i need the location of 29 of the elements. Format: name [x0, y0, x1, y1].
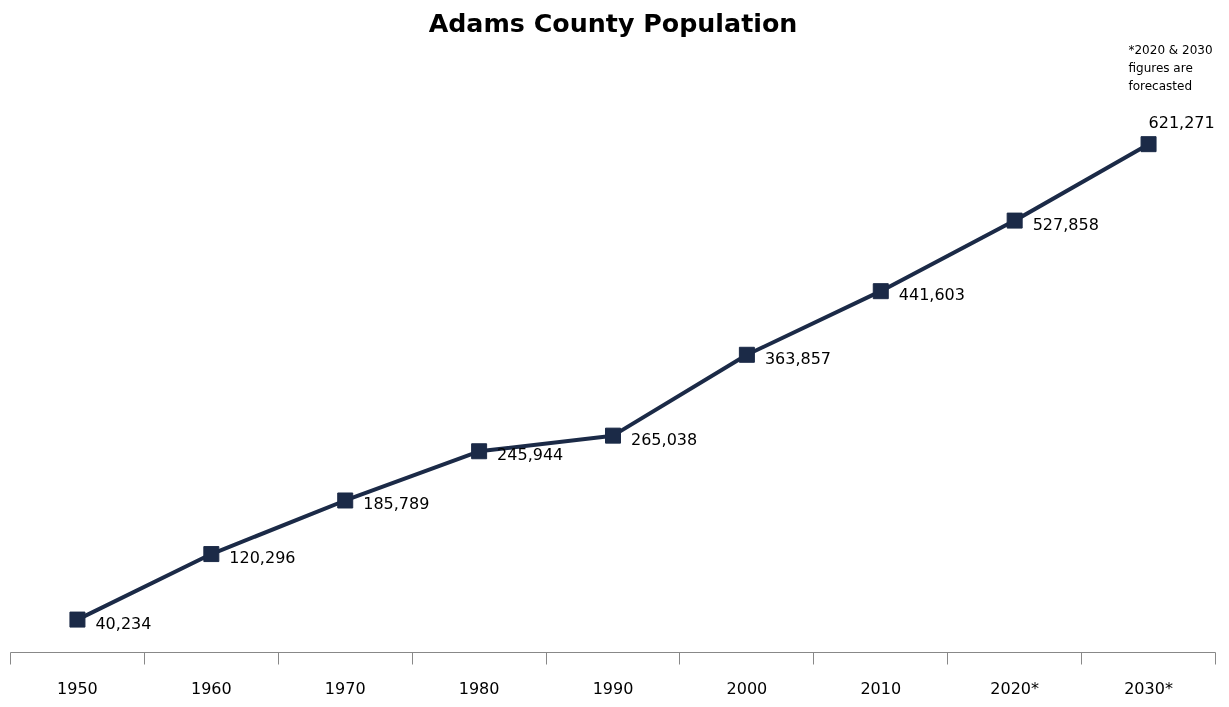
data-label: 185,789: [363, 494, 430, 514]
point: [1140, 136, 1157, 153]
x-tick-label: 1960: [190, 678, 232, 698]
point: [872, 283, 889, 300]
data-label: 363,857: [764, 348, 832, 368]
point: [471, 443, 488, 460]
data-label: 527,858: [1032, 214, 1099, 234]
x-tick-label: 2020*: [990, 678, 1040, 698]
x-tick-label: 1950: [57, 678, 98, 698]
x-tick-label: 1970: [324, 678, 366, 698]
point: [738, 346, 755, 363]
x-tick-label: 1980: [458, 678, 500, 698]
data-label: 40,234: [95, 613, 152, 633]
data-label: 245,944: [497, 445, 564, 465]
data-label: 120,296: [229, 548, 296, 568]
data-label: 265,038: [631, 429, 698, 449]
text: *2020 & 2030 figures are forecasted: [1128, 42, 1213, 93]
data-label: 441,603: [898, 285, 965, 305]
chart-title: Adams County Population: [428, 7, 798, 38]
x-tick-label: 1990: [592, 678, 634, 698]
point: [605, 427, 621, 444]
x-tick-label: 2000: [726, 678, 768, 698]
point: [203, 546, 220, 563]
point: [1006, 212, 1023, 229]
x-tick-label: 2010: [860, 678, 902, 698]
x-tick-label: 2030*: [1124, 678, 1173, 698]
point: [337, 492, 354, 509]
data-label: 621,271: [1148, 113, 1215, 133]
point: [69, 611, 86, 628]
